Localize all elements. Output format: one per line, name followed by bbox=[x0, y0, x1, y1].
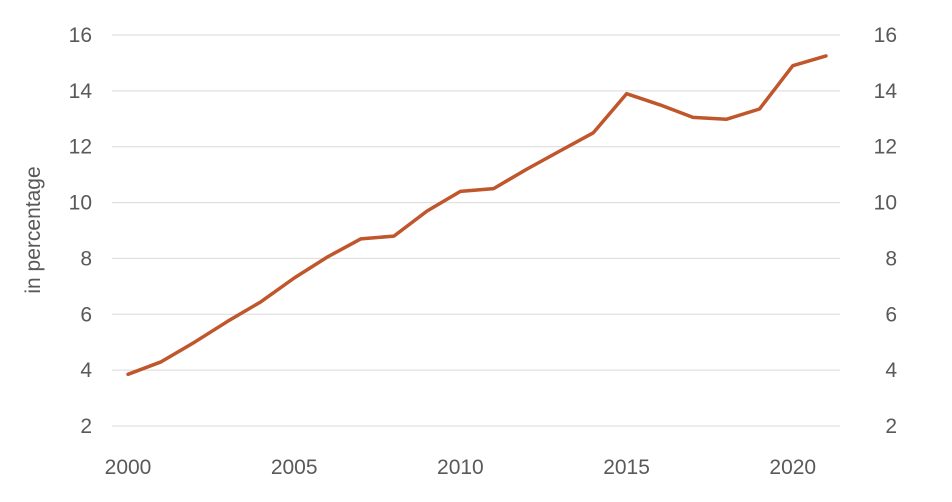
right-y-tick-label: 4 bbox=[885, 359, 897, 382]
right-y-tick-label: 12 bbox=[874, 136, 897, 159]
right-y-tick-label: 8 bbox=[885, 247, 897, 270]
x-tick-label: 2020 bbox=[769, 456, 816, 479]
x-tick-label: 2015 bbox=[603, 456, 650, 479]
left-y-tick-label: 16 bbox=[69, 24, 92, 47]
left-y-axis-ticks: 2 4 6 8 10 12 14 16 bbox=[69, 24, 93, 438]
series-lines bbox=[126, 54, 828, 377]
left-y-tick-label: 4 bbox=[80, 359, 92, 382]
y-axis-title: in percentage bbox=[22, 166, 45, 293]
x-axis-ticks: 2000 2005 2010 2015 2020 bbox=[105, 456, 816, 479]
x-tick-label: 2000 bbox=[105, 456, 152, 479]
right-y-tick-label: 6 bbox=[885, 303, 897, 326]
right-y-axis-ticks: 2 4 6 8 10 12 14 16 bbox=[874, 24, 898, 438]
series-line-0 bbox=[126, 54, 828, 377]
gridlines bbox=[112, 34, 840, 427]
right-y-tick-label: 14 bbox=[874, 80, 898, 103]
x-tick-label: 2010 bbox=[437, 456, 484, 479]
left-y-tick-label: 8 bbox=[80, 247, 92, 270]
left-y-tick-label: 2 bbox=[80, 415, 92, 438]
x-tick-label: 2005 bbox=[271, 456, 318, 479]
right-y-tick-label: 10 bbox=[874, 192, 897, 215]
left-y-tick-label: 10 bbox=[69, 192, 92, 215]
left-y-tick-label: 6 bbox=[80, 303, 92, 326]
left-y-tick-label: 14 bbox=[69, 80, 93, 103]
right-y-tick-label: 2 bbox=[885, 415, 897, 438]
left-y-tick-label: 12 bbox=[69, 136, 92, 159]
right-y-tick-label: 16 bbox=[874, 24, 897, 47]
